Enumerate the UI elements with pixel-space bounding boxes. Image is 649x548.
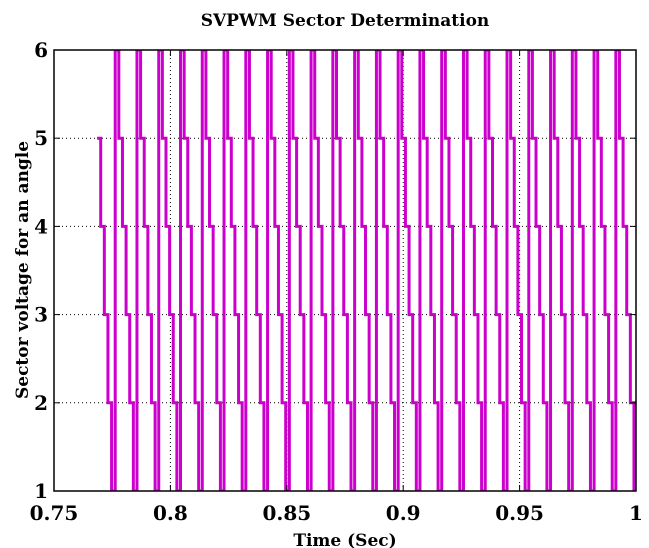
x-tick-label: 0.95: [495, 501, 544, 525]
chart-title: SVPWM Sector Determination: [201, 11, 490, 31]
y-tick-label: 6: [34, 38, 48, 62]
y-axis-label: Sector voltage for an angle: [13, 141, 33, 399]
tick-marks: [53, 49, 637, 492]
y-tick-label: 2: [34, 391, 48, 415]
plot-frame: [53, 49, 637, 492]
x-tick-label: 0.85: [262, 501, 311, 525]
series-line: [97, 50, 636, 491]
x-tick-label: 0.8: [153, 501, 188, 525]
y-tick-label: 1: [34, 479, 48, 503]
sector-signal: [97, 50, 636, 491]
x-tick-label: 0.9: [386, 501, 421, 525]
x-tick-label: 1: [629, 501, 643, 525]
x-tick-label: 0.75: [30, 501, 79, 525]
y-tick-label: 3: [34, 303, 48, 327]
y-tick-label: 5: [34, 126, 48, 150]
x-axis-label: Time (Sec): [293, 531, 396, 548]
y-tick-label: 4: [34, 214, 48, 238]
